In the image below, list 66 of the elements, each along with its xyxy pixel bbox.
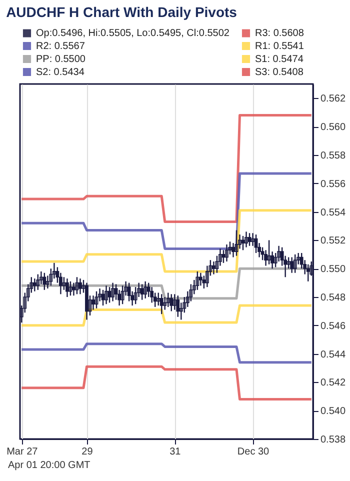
candlestick xyxy=(108,286,112,304)
y-tick-label: 0.554 xyxy=(320,207,346,218)
candlestick xyxy=(42,272,46,290)
y-tick-label: 0.546 xyxy=(320,320,346,332)
y-tick-label: 0.558 xyxy=(320,150,346,162)
legend-label: S3: 0.5408 xyxy=(255,67,304,78)
candlestick xyxy=(176,294,180,318)
x-tick-label: 31 xyxy=(170,446,182,458)
candlestick xyxy=(144,280,148,300)
y-tick-label: 0.552 xyxy=(320,236,346,247)
candlestick xyxy=(36,274,40,290)
candlestick xyxy=(66,278,69,298)
candlestick xyxy=(68,280,72,296)
candlestick xyxy=(163,296,167,310)
candlestick xyxy=(78,278,82,295)
candlestick xyxy=(111,282,114,302)
x-tick-label: Dec 30 xyxy=(237,446,270,458)
candlestick xyxy=(94,290,98,309)
legend-label: S2: 0.5434 xyxy=(36,67,85,78)
candlestick xyxy=(196,270,200,290)
y-tick-label: 0.550 xyxy=(320,264,346,276)
y-tick-label: 0.560 xyxy=(320,122,346,134)
candlestick xyxy=(234,230,238,256)
legend-label: PP: 0.5500 xyxy=(36,54,86,65)
candlestick xyxy=(225,244,228,262)
candlestick xyxy=(140,284,144,300)
candlestick xyxy=(293,254,297,274)
candlestick xyxy=(198,272,202,286)
candlestick xyxy=(170,294,174,312)
x-tick-label: Mar 27 xyxy=(6,446,38,458)
legend-label: S1: 0.5474 xyxy=(255,54,304,65)
candlestick xyxy=(251,232,254,246)
candlestick xyxy=(120,285,124,305)
y-tick-label: 0.562 xyxy=(320,94,346,105)
candlestick xyxy=(248,232,252,246)
candlestick xyxy=(156,292,160,306)
candlestick xyxy=(134,286,138,305)
y-tick-label: 0.542 xyxy=(320,378,346,389)
y-tick-label: 0.538 xyxy=(320,434,346,446)
legend-label: R2: 0.5567 xyxy=(36,41,86,52)
candlestick xyxy=(306,264,310,282)
y-tick-label: 0.548 xyxy=(320,292,346,304)
candlestick xyxy=(286,256,290,270)
candlestick xyxy=(150,286,154,304)
x-tick-label: 29 xyxy=(82,446,94,458)
legend-label: R1: 0.5541 xyxy=(255,41,304,52)
line-series xyxy=(20,365,313,400)
candlestick xyxy=(127,282,131,302)
candlestick xyxy=(244,231,248,248)
chart-title: AUDCHF H Chart With Daily Pivots xyxy=(6,4,238,20)
line-series xyxy=(20,342,313,364)
candlestick xyxy=(267,240,271,265)
candlestick xyxy=(160,294,164,315)
legend-label: Op:0.5496, Hi:0.5505, Lo:0.5495, Cl:0.5502 xyxy=(36,28,230,40)
candlestick xyxy=(166,292,170,308)
candlestick xyxy=(75,276,79,295)
candlestick xyxy=(290,256,294,274)
y-tick-label: 0.556 xyxy=(320,178,346,190)
candlestick xyxy=(104,285,108,305)
candlestick xyxy=(62,276,66,290)
text: Apr 01 20:00 GMT xyxy=(8,460,92,471)
y-tick-label: 0.540 xyxy=(320,406,346,418)
candlestick xyxy=(172,294,176,310)
y-tick-label: 0.544 xyxy=(320,349,346,360)
legend-label: R3: 0.5608 xyxy=(255,28,304,40)
line-series xyxy=(20,114,313,223)
